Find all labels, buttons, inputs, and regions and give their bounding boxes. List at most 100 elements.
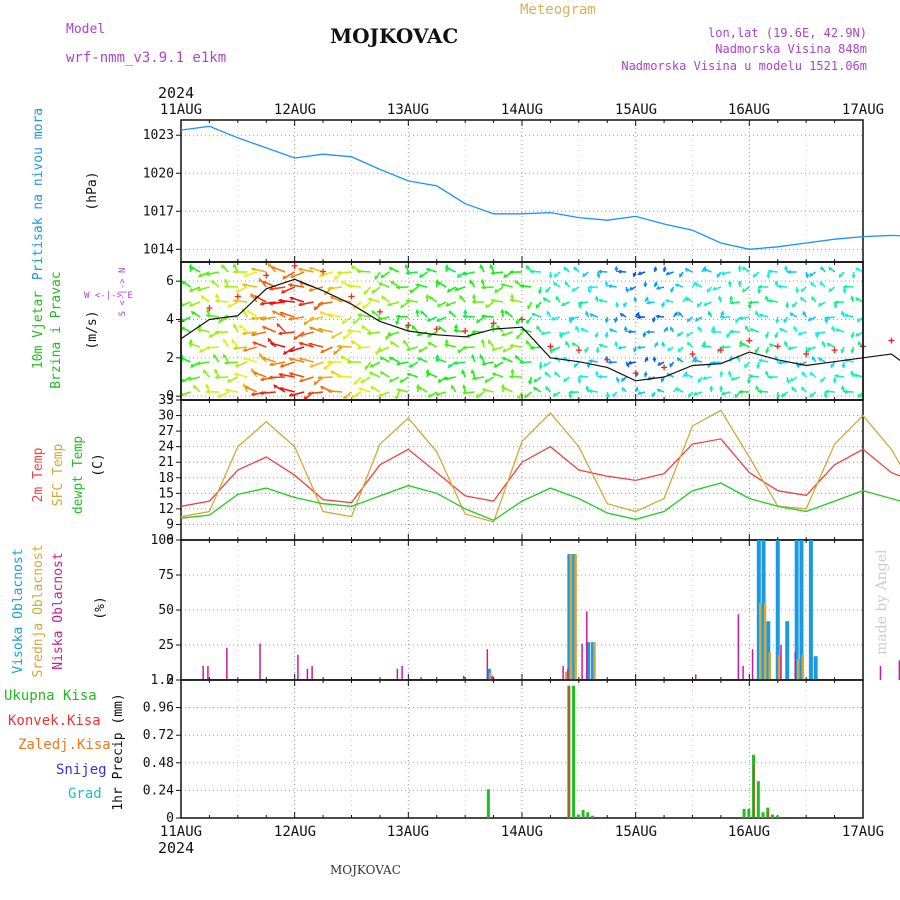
wind-arrow: [309, 316, 324, 321]
low-cloud-bar: [567, 668, 569, 680]
high-cloud-bar: [761, 540, 766, 680]
wind-arrow-head: [453, 329, 458, 333]
wind-arrow-head: [820, 378, 825, 384]
wind-arrow-head: [584, 348, 589, 354]
wind-arrow-head: [461, 345, 467, 350]
wind-arrow: [463, 315, 475, 318]
wind-arrow-head: [801, 370, 806, 376]
sfc-temp-line: [180, 409, 900, 523]
wind-arrow-head: [687, 341, 691, 346]
wind-arrow-head: [297, 302, 303, 307]
mid-cloud-bar: [574, 554, 577, 680]
wind-arrow-head: [664, 299, 670, 304]
wind-arrow: [181, 376, 182, 377]
wind-arrow: [260, 301, 276, 305]
pressure-axis-title: Pritisak na nivou mora: [31, 108, 46, 280]
wind-arrow-head: [204, 345, 210, 350]
wind-arrow-head: [214, 330, 219, 335]
wind-arrow-head: [645, 330, 651, 334]
wind-arrow-head: [821, 340, 826, 346]
wind-arrow-head: [459, 294, 464, 300]
wind-arrow-head: [416, 332, 421, 337]
wind-arrow-head: [839, 273, 843, 279]
wind-arrow: [242, 331, 257, 335]
wind-arrow-head: [776, 284, 782, 289]
wind-arrow: [309, 342, 324, 348]
total-precip-bar: [756, 781, 760, 818]
wind-arrow-head: [720, 310, 725, 315]
wind-arrow-head: [595, 370, 599, 375]
y-tick-label: 0.48: [143, 756, 174, 771]
low-cloud-bar: [491, 675, 493, 680]
wind-arrow-head: [408, 363, 414, 369]
wind-arrow: [243, 283, 257, 288]
wind-arrow-head: [810, 281, 815, 286]
wind-arrow-head: [427, 341, 432, 346]
wind-arrow-head: [726, 334, 730, 339]
wind-arrow: [279, 299, 295, 303]
wind-arrow-head: [223, 338, 227, 343]
bottom-date-label: 12AUG: [274, 824, 316, 840]
wind-arrow: [252, 267, 267, 273]
wind-arrow-head: [409, 289, 414, 294]
wind-arrow-head: [232, 263, 237, 268]
wind-arrow-head: [543, 362, 548, 368]
low-cloud-bar: [311, 666, 313, 680]
wind-arrow-head: [563, 266, 568, 271]
wind-arrow-head: [205, 383, 210, 388]
wind-arrow-head: [795, 364, 800, 369]
wind-arrow-head: [388, 266, 393, 271]
wind-arrow-head: [268, 301, 274, 306]
wind-arrow-head: [551, 347, 556, 352]
wind-arrow-head: [840, 385, 845, 390]
wind-arrow-head: [775, 319, 780, 324]
wind-arrow-head: [735, 319, 739, 324]
dewpt-line: [180, 482, 900, 522]
precip-legend-frz: Zaledj.Kisa: [18, 737, 111, 753]
wind-arrow-head: [719, 315, 725, 320]
wind-arrow-head: [496, 324, 501, 329]
wind-arrow-head: [563, 378, 568, 383]
pressure-line: [180, 125, 900, 250]
wind-arrow-head: [181, 378, 186, 383]
pressure-panel: 1014 1017 1020 1023: [143, 119, 900, 263]
wind-arrow-head: [720, 391, 726, 396]
wind-arrow-head: [361, 324, 366, 330]
wind-arrow-head: [235, 288, 240, 293]
wind-arrow-head: [828, 266, 833, 271]
wind-arrow-head: [595, 349, 600, 354]
y-tick-label: 1017: [143, 204, 174, 219]
y-tick-label: 1020: [143, 166, 174, 181]
wind-arrow-head: [224, 278, 228, 283]
wind-arrow-head: [333, 350, 338, 356]
wind-arrow-head: [706, 288, 711, 294]
wind-arrow: [308, 391, 324, 395]
wind-arrow-head: [215, 293, 219, 298]
high-cloud-bar: [785, 621, 790, 680]
wind-arrow-head: [340, 280, 345, 285]
wind-arrow-head: [448, 310, 453, 315]
wind-arrow-head: [597, 374, 602, 379]
wind-arrow-head: [470, 353, 475, 359]
wind-arrow-head: [298, 342, 304, 346]
wind-arrow: [280, 387, 295, 393]
high-cloud-bar: [766, 621, 771, 680]
wind-arrow-head: [298, 357, 303, 362]
wind-arrow-head: [686, 318, 691, 323]
wind-arrow-head: [607, 284, 613, 289]
wind-arrow-head: [701, 376, 707, 380]
mid-cloud-bar: [593, 642, 596, 680]
wind-arrow-head: [621, 386, 626, 391]
y-tick-label: 2: [166, 351, 174, 366]
wind-arrow-head: [781, 393, 786, 398]
wind-arrow-head: [198, 273, 203, 278]
wind-arrow-head: [427, 333, 432, 338]
wind-arrow-head: [457, 349, 462, 354]
wind-arrow-head: [308, 267, 314, 271]
top-date-label: 13AUG: [387, 102, 429, 118]
wind-arrow-head: [709, 385, 714, 390]
wind-arrow-head: [578, 374, 583, 379]
wind-arrow-head: [815, 331, 821, 335]
wind-arrow-head: [330, 370, 335, 375]
wind-arrow-head: [379, 356, 384, 361]
